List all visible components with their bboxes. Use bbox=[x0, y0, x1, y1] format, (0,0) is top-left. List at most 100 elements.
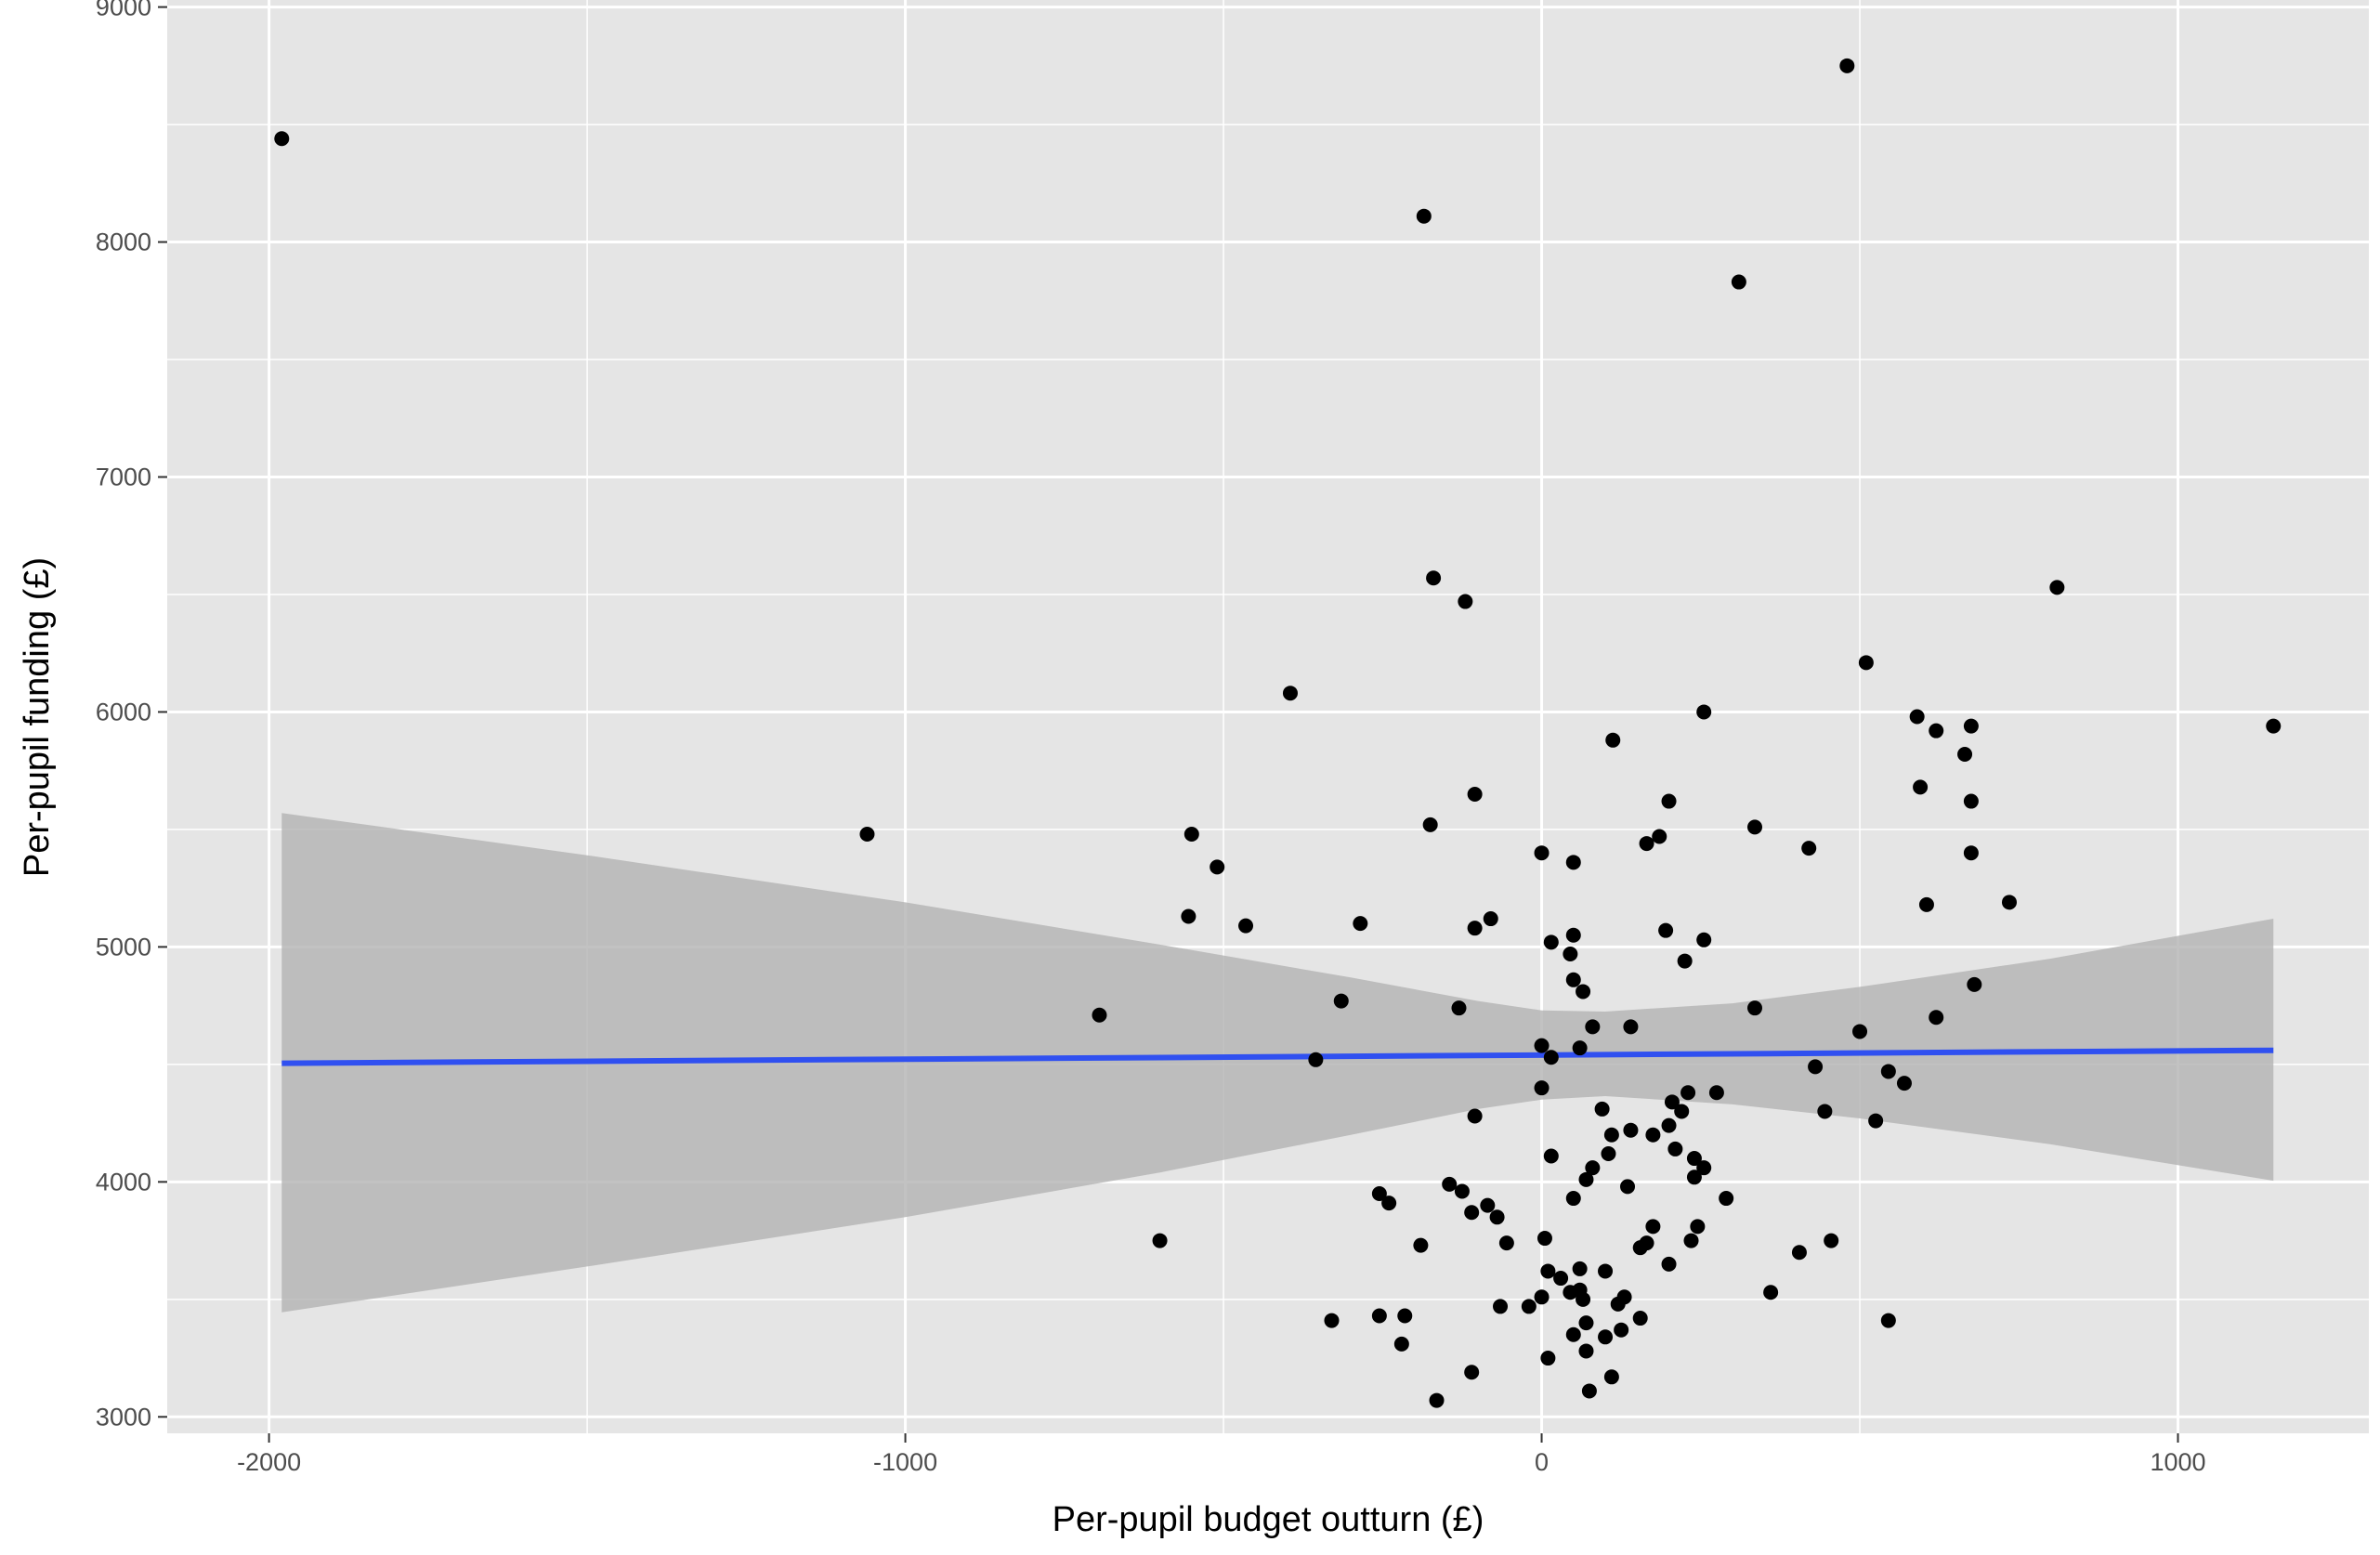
data-point bbox=[1393, 1336, 1409, 1352]
data-point bbox=[1422, 817, 1438, 832]
data-point bbox=[1416, 208, 1432, 224]
data-point bbox=[1371, 1308, 1387, 1324]
data-point bbox=[1918, 896, 1934, 912]
data-point bbox=[1963, 793, 1979, 809]
data-point bbox=[1747, 819, 1763, 835]
data-point bbox=[1572, 1040, 1588, 1056]
data-point bbox=[1880, 1064, 1896, 1079]
data-point bbox=[1543, 1148, 1559, 1164]
y-tick-label: 4000 bbox=[96, 1168, 151, 1196]
data-point bbox=[1576, 1291, 1591, 1307]
data-point bbox=[1929, 1010, 1944, 1026]
data-point bbox=[1598, 1329, 1614, 1345]
x-tick-label: -2000 bbox=[237, 1448, 301, 1476]
data-point bbox=[1623, 1122, 1639, 1138]
data-point bbox=[1238, 918, 1254, 934]
data-point bbox=[1632, 1240, 1648, 1256]
data-point bbox=[1537, 1231, 1552, 1247]
data-point bbox=[2266, 718, 2282, 734]
data-point bbox=[1632, 1311, 1648, 1326]
y-tick-label: 3000 bbox=[96, 1403, 151, 1431]
data-point bbox=[1708, 1085, 1724, 1101]
data-point bbox=[1585, 1160, 1601, 1176]
data-point bbox=[1333, 993, 1349, 1009]
data-point bbox=[1442, 1176, 1458, 1192]
data-point bbox=[1868, 1113, 1884, 1129]
data-point bbox=[1483, 911, 1498, 927]
data-point bbox=[1623, 1019, 1639, 1035]
data-point bbox=[1576, 984, 1591, 1000]
data-point bbox=[1598, 1263, 1614, 1279]
data-point bbox=[1852, 1024, 1868, 1039]
data-point bbox=[1605, 732, 1621, 748]
data-point bbox=[1540, 1263, 1556, 1279]
data-point bbox=[1534, 1289, 1550, 1305]
data-point bbox=[1534, 845, 1550, 861]
data-point bbox=[1696, 932, 1712, 947]
data-point bbox=[1210, 859, 1225, 875]
data-point bbox=[1858, 655, 1874, 671]
data-point bbox=[1534, 1038, 1550, 1053]
data-point bbox=[1594, 1101, 1610, 1117]
x-axis-title: Per-pupil budget outturn (£) bbox=[1053, 1500, 1484, 1539]
y-axis: 3000 4000 5000 6000 7000 8000 9000 bbox=[96, 0, 167, 1431]
data-point bbox=[1553, 1271, 1569, 1287]
y-tick-label: 9000 bbox=[96, 0, 151, 21]
data-point bbox=[1674, 1104, 1690, 1119]
data-point bbox=[1581, 1383, 1597, 1399]
data-point bbox=[1543, 1050, 1559, 1065]
data-point bbox=[1426, 570, 1442, 586]
data-point bbox=[1808, 1059, 1824, 1075]
data-point bbox=[1578, 1343, 1594, 1359]
data-point bbox=[1909, 709, 1925, 725]
data-point bbox=[859, 826, 875, 842]
data-point bbox=[1614, 1322, 1629, 1338]
data-point bbox=[1696, 704, 1712, 720]
data-point bbox=[2001, 895, 2017, 910]
data-point bbox=[1880, 1313, 1896, 1328]
y-tick-label: 6000 bbox=[96, 698, 151, 725]
data-point bbox=[1464, 1205, 1480, 1221]
data-point bbox=[1661, 1117, 1677, 1133]
data-point bbox=[1639, 836, 1654, 852]
data-point bbox=[1467, 921, 1483, 936]
data-point bbox=[1565, 1191, 1581, 1207]
data-point bbox=[1493, 1299, 1509, 1314]
data-point bbox=[1645, 1127, 1661, 1143]
data-point bbox=[1963, 718, 1979, 734]
data-point bbox=[1896, 1076, 1912, 1091]
data-points bbox=[274, 58, 2282, 1408]
data-point bbox=[1489, 1209, 1505, 1225]
data-point bbox=[1563, 946, 1578, 961]
data-point bbox=[1451, 1000, 1467, 1016]
data-point bbox=[1664, 1094, 1680, 1110]
data-point bbox=[1540, 1351, 1556, 1366]
data-point bbox=[2049, 580, 2065, 595]
fit-line bbox=[281, 1047, 2274, 1066]
confidence-ribbon bbox=[281, 813, 2274, 1313]
data-point bbox=[1565, 972, 1581, 987]
minor-gridlines bbox=[167, 0, 2369, 1433]
data-point bbox=[1731, 274, 1746, 290]
data-point bbox=[1913, 779, 1929, 795]
data-point bbox=[1763, 1285, 1779, 1300]
data-point bbox=[1929, 723, 1944, 738]
data-point bbox=[1282, 686, 1298, 701]
data-point bbox=[1458, 594, 1473, 609]
data-point bbox=[1371, 1185, 1387, 1201]
data-point bbox=[1578, 1315, 1594, 1331]
data-point bbox=[1353, 916, 1368, 932]
data-point bbox=[1680, 1085, 1696, 1101]
data-point bbox=[1652, 829, 1667, 844]
data-point bbox=[1565, 1326, 1581, 1342]
data-point bbox=[1181, 908, 1197, 924]
data-point bbox=[1521, 1299, 1537, 1314]
x-axis: -2000 -1000 0 1000 bbox=[237, 1433, 2206, 1476]
data-point bbox=[1747, 1000, 1763, 1016]
data-point bbox=[1397, 1308, 1413, 1324]
data-point bbox=[1092, 1007, 1107, 1023]
data-point bbox=[1817, 1104, 1833, 1119]
y-tick-label: 8000 bbox=[96, 229, 151, 256]
data-point bbox=[1801, 841, 1817, 856]
